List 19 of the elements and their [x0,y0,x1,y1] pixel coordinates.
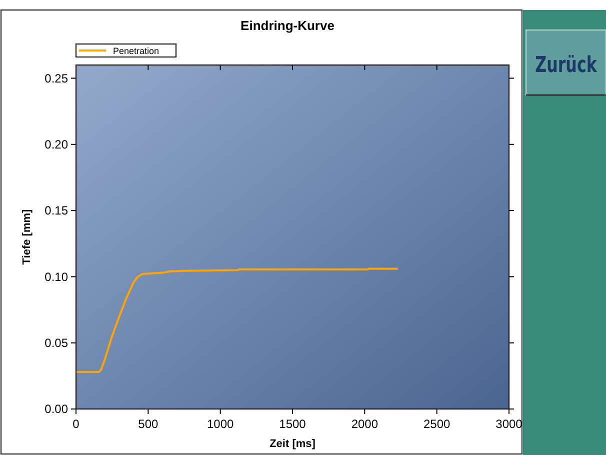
x-tick-label: 3000 [496,417,523,431]
x-axis-title: Zeit [ms] [270,438,316,450]
x-tick-label: 2000 [351,417,378,431]
y-tick-label: 0.20 [44,138,68,152]
x-tick-label: 1000 [206,417,234,431]
y-tick-label: 0.25 [44,71,68,86]
y-tick-label: 0.05 [44,336,68,350]
y-axis-title: Tiefe [mm] [21,208,33,265]
y-tick-label: 0.15 [44,204,68,218]
y-tick-label: 0.00 [44,402,68,416]
text: Zurück [535,52,598,78]
x-tick-label: 500 [138,417,158,431]
x-tick-label: 1500 [279,417,306,431]
x-tick-label: 2500 [423,417,451,431]
x-tick-label: 0 [72,417,80,431]
line-series [75,268,399,373]
y-tick-label: 0.10 [44,270,68,284]
legend-label: Penetration [113,46,160,56]
chart-title: Eindring-Kurve [240,18,334,33]
